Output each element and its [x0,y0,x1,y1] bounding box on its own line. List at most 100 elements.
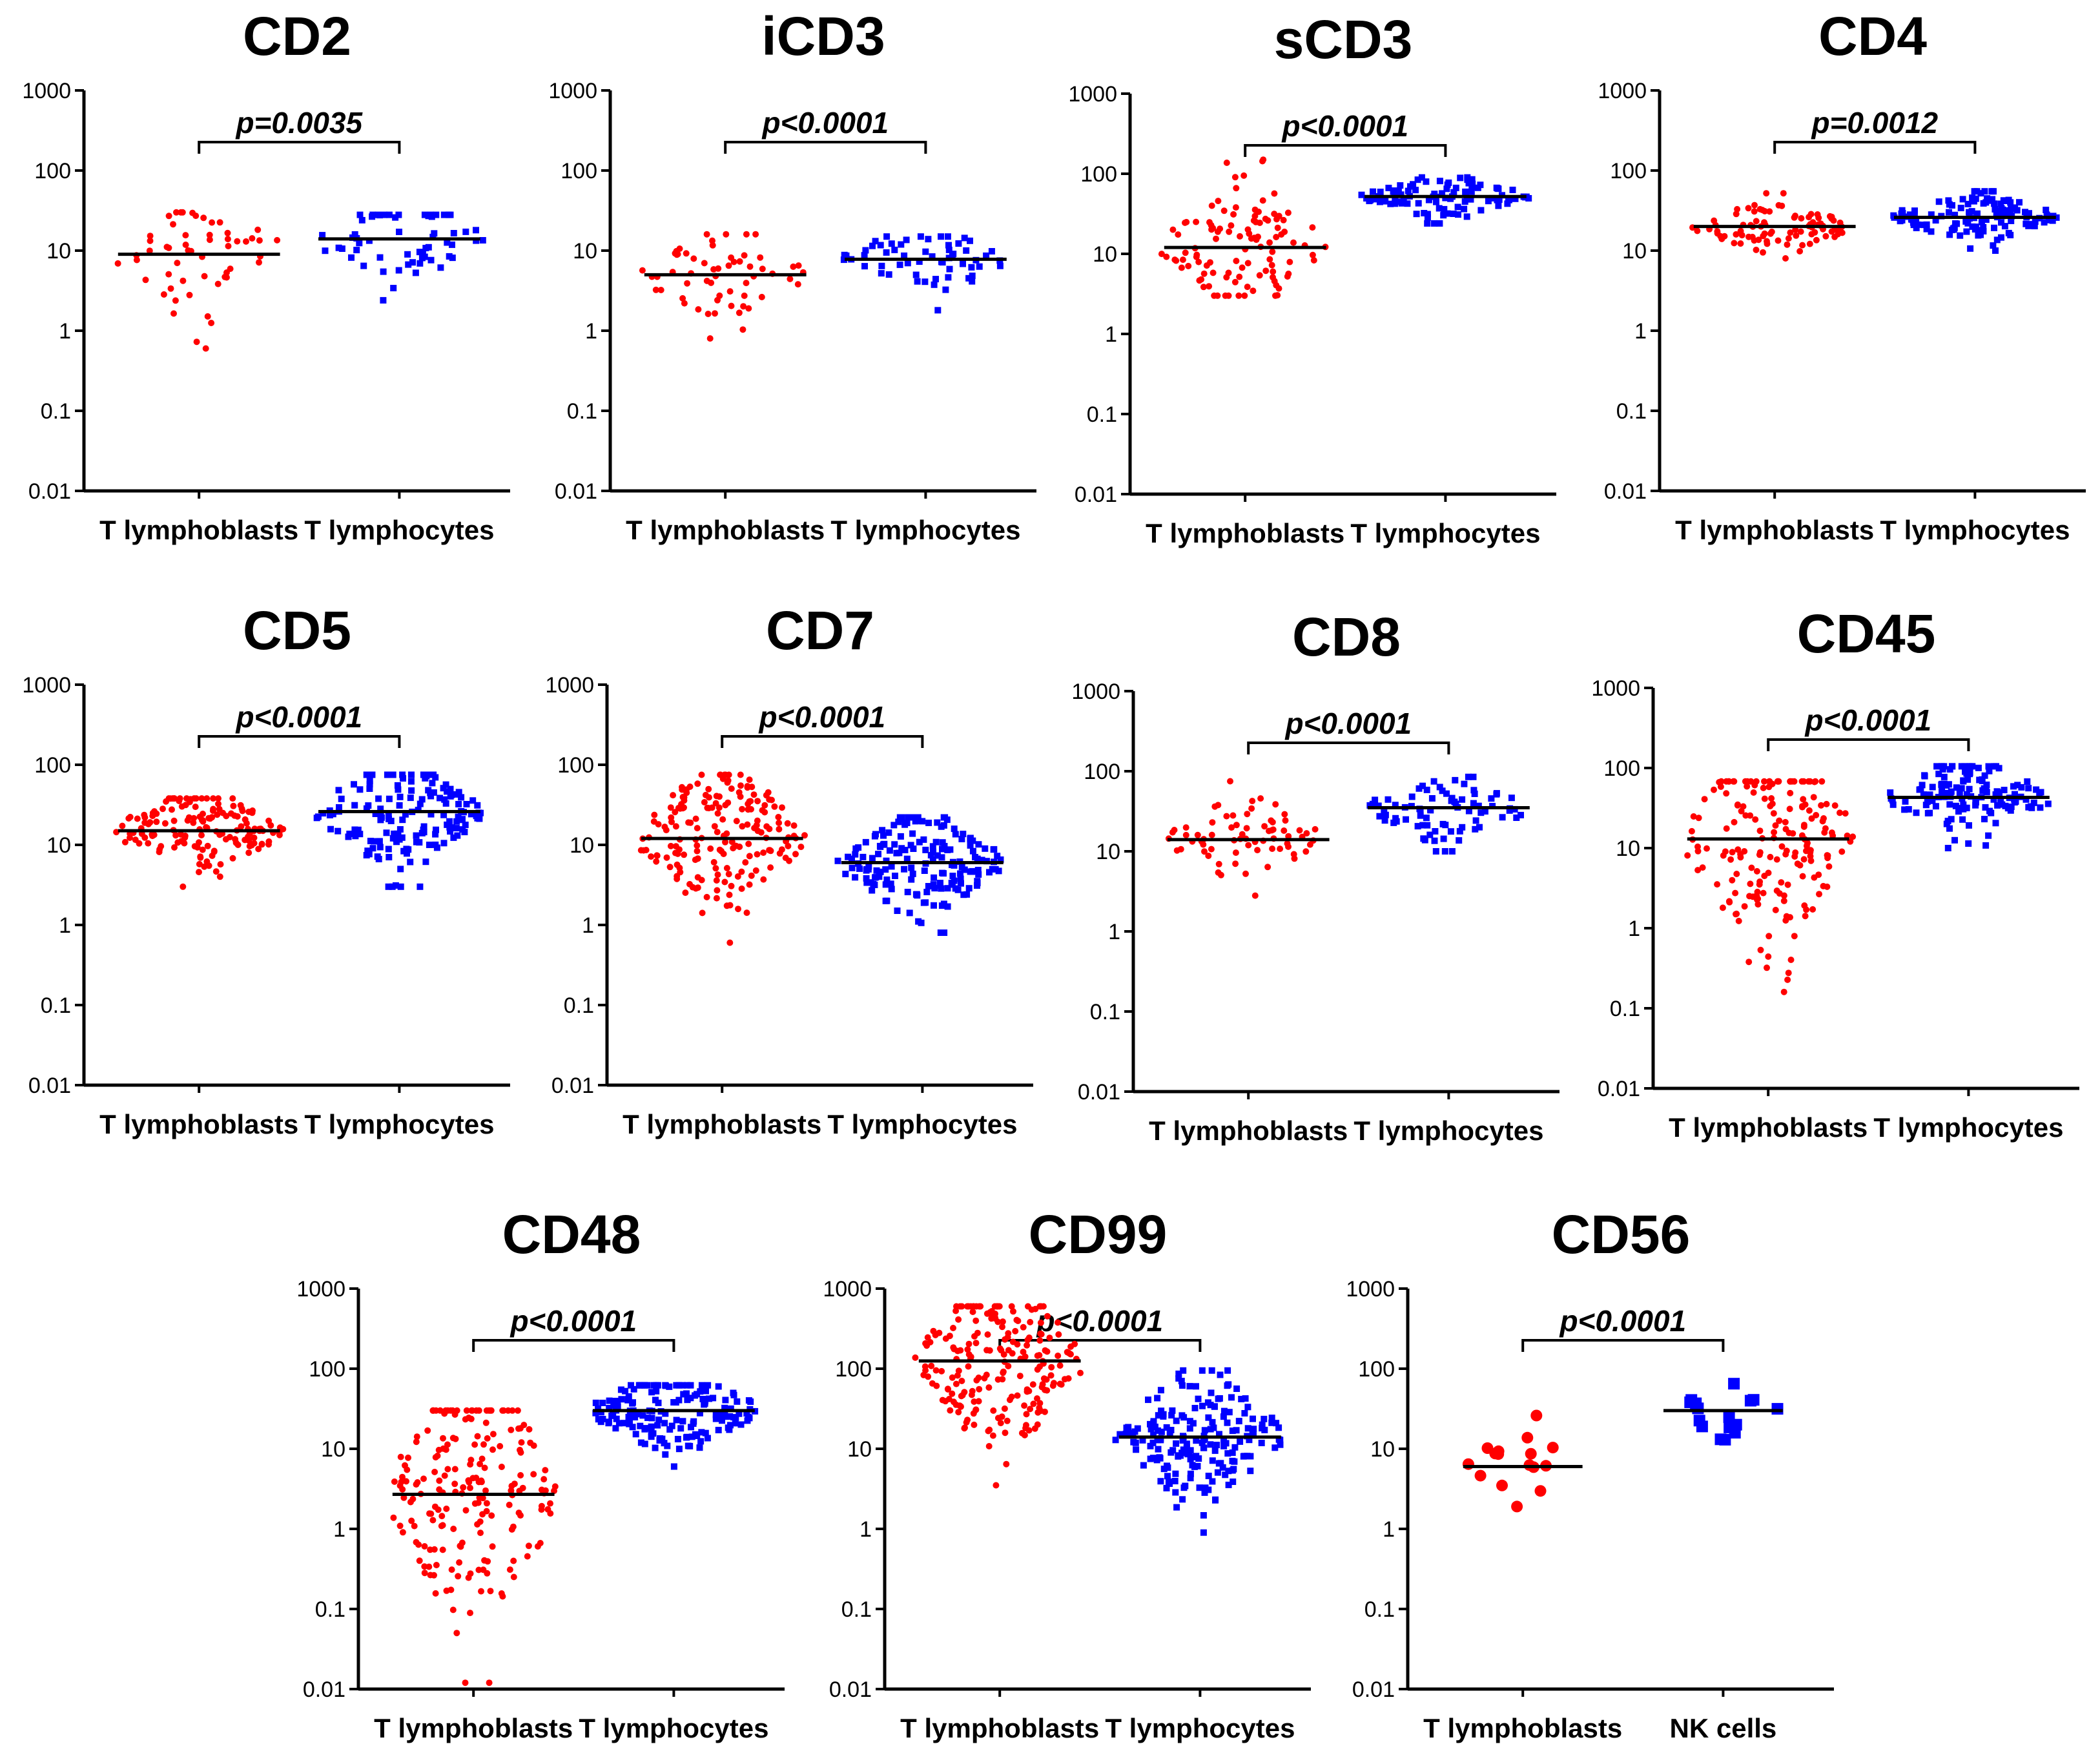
data-point [677,1425,685,1432]
data-point [1242,870,1249,877]
data-point [1771,829,1778,836]
data-point [1067,1343,1075,1350]
y-tick-label: 100 [309,1357,345,1382]
data-point [1291,855,1298,862]
data-point [469,1407,476,1414]
data-point [714,810,721,817]
data-point [939,846,945,853]
data-point [1800,778,1807,785]
data-point [732,842,739,849]
data-point [1969,194,1976,202]
data-point [1455,211,1461,218]
data-point [614,1403,621,1410]
data-point [1998,234,2004,241]
data-point [717,1413,724,1420]
data-point [840,256,847,264]
data-point [387,818,395,824]
data-point [967,237,973,244]
data-point [1485,198,1492,205]
data-point [714,829,721,836]
data-point [456,1559,463,1566]
data-point [901,821,909,828]
data-point [2026,210,2032,217]
data-point [904,260,911,267]
panel-title: sCD3 [1274,9,1413,70]
data-point [1193,1437,1200,1444]
data-point [914,814,921,821]
data-point [996,1345,1004,1352]
data-point [1244,811,1251,818]
data-point [790,263,797,270]
data-point [1395,187,1402,194]
data-point [743,231,750,238]
data-point [322,247,329,254]
data-point [929,253,936,260]
data-point [976,263,983,270]
data-point [914,278,921,285]
data-point [420,1475,427,1482]
y-tick-label: 1 [585,319,597,344]
data-point [909,870,916,877]
data-point [1959,816,1966,823]
data-point [683,250,690,257]
data-point [1420,835,1427,842]
data-point [880,832,887,839]
data-point [457,1542,464,1550]
data-point [1694,227,1701,234]
data-point [1147,1442,1154,1449]
data-point [1012,1327,1019,1334]
data-point [952,831,959,838]
data-point [648,1428,655,1435]
data-point [517,1425,524,1432]
data-point [383,829,390,836]
data-point [1518,811,1524,818]
data-point [843,252,850,259]
data-point [641,1426,648,1433]
data-point [1764,240,1771,247]
data-point [1219,1464,1226,1471]
data-point [203,795,211,802]
data-point [1472,817,1479,824]
data-point [1199,1402,1206,1409]
data-point [956,1303,963,1310]
data-point [1984,195,1991,202]
data-point [1178,264,1185,271]
data-point [1175,231,1182,238]
data-point [1959,196,1966,203]
y-tick-label: 1 [860,1517,872,1542]
data-point [903,855,911,862]
data-point [692,815,699,822]
y-tick-label: 0.1 [1616,399,1647,424]
data-point [1547,1442,1559,1454]
data-point [1981,816,1988,823]
x-category-label: T lymphocytes [304,1109,494,1139]
data-point [451,1480,458,1488]
data-point [245,849,252,856]
data-point [1932,217,1939,224]
p-value-label: p<0.0001 [757,700,885,734]
data-point [852,851,859,858]
data-point [202,345,209,352]
data-point [1208,1389,1215,1396]
data-point [1824,855,1831,862]
data-point [955,1316,962,1323]
data-point [1200,284,1207,291]
data-point [637,1422,644,1429]
y-tick-label: 0.01 [28,479,71,504]
y-tick-label: 1 [1628,917,1640,941]
data-point [930,881,937,888]
data-point [1195,258,1202,265]
data-point [715,1427,722,1433]
data-point [878,262,885,269]
data-point [1753,778,1760,785]
data-point [999,1376,1006,1383]
data-point [133,256,140,264]
data-point [408,787,415,794]
data-point [1935,198,1942,205]
data-point [1744,1395,1756,1407]
data-point [1158,1407,1165,1415]
data-point [403,1478,409,1485]
data-point [482,1419,489,1426]
data-point [518,1439,525,1446]
data-point [1262,267,1270,275]
